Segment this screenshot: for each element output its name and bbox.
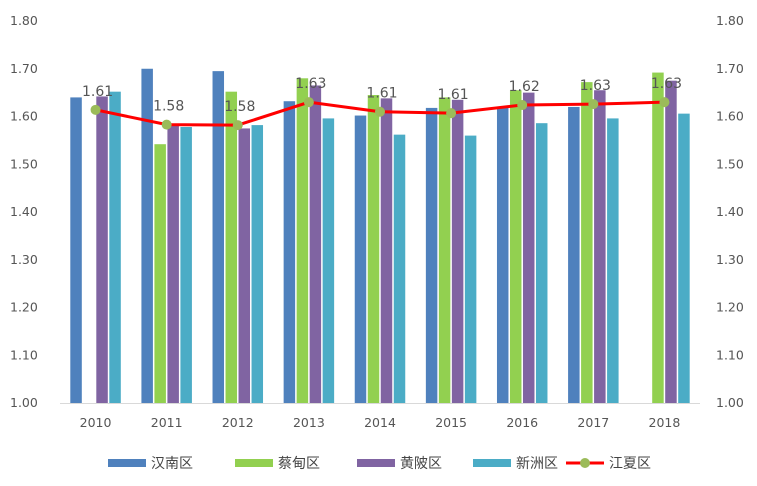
y-tick-label-left: 1.40	[10, 204, 38, 219]
legend-swatch	[108, 459, 146, 467]
y-tick-label-right: 1.40	[716, 204, 744, 219]
data-label: 1.63	[295, 76, 326, 92]
bar	[425, 107, 438, 403]
bars	[70, 68, 690, 404]
line-series: 1.61 1.58 1.58 1.63 1.61 1.61 1.62 1.63 1.63	[82, 76, 682, 131]
y-tick-label-left: 1.20	[10, 300, 38, 315]
x-tick-label: 2010	[80, 415, 112, 430]
data-label: 1.58	[224, 99, 255, 115]
x-tick-label: 2018	[649, 415, 681, 430]
line-marker	[659, 97, 670, 108]
bar	[225, 91, 238, 404]
y-tick-label-right: 1.30	[716, 252, 744, 267]
bar	[367, 95, 380, 403]
y-tick-label-right: 1.00	[716, 395, 744, 410]
y-tick-label-left: 1.00	[10, 395, 38, 410]
legend: 汉南区 蔡甸区 黄陂区 新洲区 江夏区	[108, 455, 651, 472]
legend-swatch	[473, 459, 511, 467]
line-marker	[588, 99, 599, 110]
legend-label: 汉南区	[151, 456, 193, 472]
line-marker	[303, 97, 314, 108]
x-tick-label: 2015	[435, 415, 467, 430]
y-tick-label-right: 1.50	[716, 156, 744, 171]
bar	[509, 90, 522, 404]
data-label: 1.62	[509, 79, 540, 95]
legend-swatch	[357, 459, 395, 467]
bar	[154, 144, 166, 403]
bar	[296, 78, 309, 404]
bar	[665, 80, 677, 403]
bar	[180, 127, 192, 403]
y-tick-label-left: 1.30	[10, 252, 38, 267]
bar	[309, 85, 322, 404]
bar	[581, 82, 593, 404]
bar	[568, 106, 580, 403]
bar	[354, 115, 367, 404]
bar	[167, 123, 179, 403]
line-marker	[90, 104, 101, 115]
bar	[238, 128, 251, 403]
legend-marker	[580, 458, 590, 468]
data-label: 1.63	[580, 78, 611, 94]
data-label: 1.61	[366, 86, 397, 102]
bar	[438, 97, 451, 404]
bar	[522, 92, 535, 403]
bar	[109, 91, 121, 404]
x-tick-label: 2017	[577, 415, 609, 430]
data-label: 1.63	[651, 76, 682, 92]
line-marker	[517, 100, 528, 111]
x-tick-label: 2011	[151, 415, 183, 430]
bar	[70, 97, 82, 404]
y-tick-label-right: 1.20	[716, 300, 744, 315]
legend-label: 蔡甸区	[278, 456, 320, 472]
data-label: 1.61	[82, 84, 113, 100]
bar	[212, 71, 225, 403]
y-tick-label-right: 1.70	[716, 61, 744, 76]
bar	[393, 134, 406, 403]
y-tick-label-left: 1.10	[10, 347, 38, 362]
y-tick-label-left: 1.60	[10, 109, 38, 124]
y-tick-label-right: 1.80	[716, 13, 744, 28]
line-marker	[446, 108, 457, 119]
legend-label: 新洲区	[516, 456, 558, 472]
y-tick-label-right: 1.10	[716, 347, 744, 362]
bar	[380, 98, 393, 403]
right-y-axis: 1.00 1.10 1.20 1.30 1.40 1.50 1.60 1.70 1.80	[716, 13, 744, 410]
legend-swatch	[235, 459, 273, 467]
bar	[594, 90, 606, 404]
x-tick-label: 2012	[222, 415, 254, 430]
x-tick-label: 2013	[293, 415, 325, 430]
legend-label: 江夏区	[609, 456, 651, 472]
line-marker	[232, 120, 243, 131]
y-tick-label-left: 1.70	[10, 61, 38, 76]
bar	[652, 72, 664, 403]
bar	[322, 118, 335, 403]
data-label: 1.61	[438, 87, 469, 103]
bar	[464, 135, 477, 403]
bar	[251, 125, 264, 403]
data-label: 1.58	[153, 99, 184, 115]
left-y-axis: 1.00 1.10 1.20 1.30 1.40 1.50 1.60 1.70 1.80	[10, 13, 38, 410]
bar	[607, 118, 619, 403]
bar	[141, 68, 153, 403]
y-tick-label-right: 1.60	[716, 109, 744, 124]
bar	[96, 96, 108, 403]
bar	[451, 99, 464, 403]
line-marker	[161, 119, 172, 130]
x-tick-label: 2014	[364, 415, 396, 430]
y-tick-label-left: 1.50	[10, 156, 38, 171]
legend-label: 黄陂区	[400, 455, 442, 472]
x-tick-label: 2016	[506, 415, 538, 430]
bar	[496, 107, 509, 403]
bar	[283, 101, 296, 403]
y-tick-label-left: 1.80	[10, 13, 38, 28]
bar	[535, 123, 548, 403]
bar	[678, 113, 690, 403]
x-axis: 2010 2011 2012 2013 2014 2015 2016 2017 2018	[60, 403, 700, 430]
line-marker	[375, 106, 385, 117]
